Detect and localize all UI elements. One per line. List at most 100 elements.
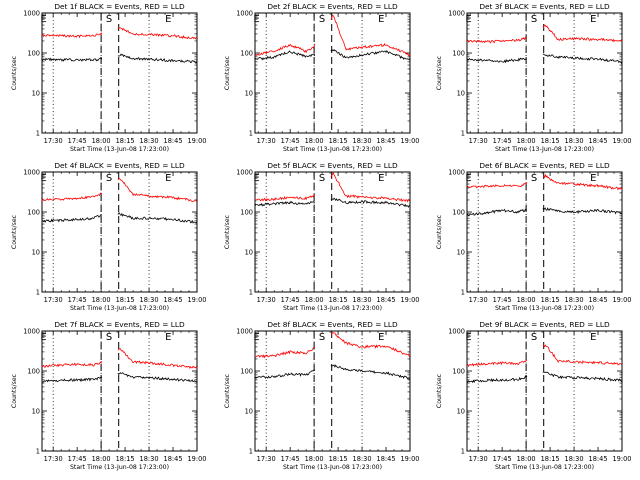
x-tick-label: 18:15 <box>329 296 348 304</box>
interval-marker-s: S <box>106 332 112 343</box>
detector-panel-6: Det 6f BLACK = Events, RED = LLD 17:30 17:… <box>436 161 632 312</box>
x-tick-label: 19:00 <box>187 137 206 145</box>
y-tick-label: 10 <box>245 249 253 257</box>
y-tick-label: 100 <box>452 368 465 376</box>
interval-marker-s: S <box>531 332 537 343</box>
x-tick-label: 17:45 <box>68 455 87 463</box>
interval-marker-e: E <box>40 14 46 25</box>
x-tick-label: 17:45 <box>281 137 300 145</box>
x-tick-label: 18:00 <box>92 296 111 304</box>
x-tick-label: 19:00 <box>400 137 419 145</box>
interval-marker-s: S <box>106 14 112 25</box>
series-line-lld <box>41 361 103 368</box>
series-line-events <box>466 208 527 216</box>
x-tick-label: 18:00 <box>517 137 536 145</box>
series-line-lld <box>330 171 411 203</box>
series-line-lld <box>542 173 623 191</box>
panel-title: Det 6f BLACK = Events, RED = LLD <box>479 161 610 170</box>
x-tick-label: 18:30 <box>565 296 584 304</box>
y-axis-label: Counts/sec <box>11 55 18 90</box>
series-line-events <box>330 364 411 380</box>
series-line-events <box>330 197 411 208</box>
series-line-lld <box>542 344 623 366</box>
series-line-events <box>466 375 528 384</box>
panel-title: Det 4f BLACK = Events, RED = LLD <box>54 161 185 170</box>
plot-frame <box>254 171 411 293</box>
y-axis-label: Counts/sec <box>224 55 231 90</box>
interval-marker-s: S <box>106 173 112 184</box>
x-axis-label: Start Time (13-Jun-08 17:23:00) <box>283 146 382 153</box>
x-tick-label: 17:30 <box>44 296 63 304</box>
interval-marker-e: E <box>40 173 46 184</box>
series-line-lld <box>466 359 528 368</box>
panel-title: Det 7f BLACK = Events, RED = LLD <box>54 320 185 329</box>
plot-frame <box>254 12 411 134</box>
interval-marker-s: S <box>319 14 325 25</box>
y-tick-label: 100 <box>452 209 465 217</box>
series-line-lld <box>117 27 198 40</box>
plot-frame <box>41 330 198 452</box>
interval-marker-e: E <box>253 173 259 184</box>
x-tick-label: 17:45 <box>68 137 87 145</box>
detector-panel-9: Det 9f BLACK = Events, RED = LLD 17:30 17:… <box>436 320 632 471</box>
interval-marker-e: E <box>590 14 596 25</box>
y-tick-label: 100 <box>240 209 253 217</box>
x-axis-label: Start Time (13-Jun-08 17:23:00) <box>283 464 382 471</box>
x-tick-label: 18:45 <box>377 296 396 304</box>
x-tick-label: 18:00 <box>92 455 111 463</box>
y-axis-label: Counts/sec <box>436 55 443 90</box>
x-tick-label: 18:30 <box>353 137 372 145</box>
x-tick-label: 18:45 <box>164 296 183 304</box>
interval-marker-e: E <box>465 14 471 25</box>
y-tick-label: 1000 <box>23 169 40 177</box>
interval-marker-e: E <box>165 14 171 25</box>
series-line-lld <box>254 193 316 202</box>
series-line-lld <box>330 14 411 57</box>
y-tick-label: 100 <box>240 50 253 58</box>
detector-panel-4: Det 4f BLACK = Events, RED = LLD 17:30 17:… <box>11 161 207 312</box>
plot-frame <box>466 12 623 134</box>
x-tick-label: 17:45 <box>493 296 512 304</box>
interval-marker-s: S <box>531 14 537 25</box>
x-tick-label: 18:00 <box>92 137 111 145</box>
series-line-lld <box>255 43 316 57</box>
y-tick-label: 10 <box>32 90 40 98</box>
y-tick-label: 100 <box>240 368 253 376</box>
interval-marker-s: S <box>319 173 325 184</box>
series-line-lld <box>330 332 411 358</box>
x-tick-label: 18:30 <box>140 455 159 463</box>
x-axis-label: Start Time (13-Jun-08 17:23:00) <box>495 305 594 312</box>
series-line-lld <box>117 178 198 202</box>
interval-marker-s: S <box>531 173 537 184</box>
x-axis-label: Start Time (13-Jun-08 17:23:00) <box>283 305 382 312</box>
detector-panel-8: Det 8f BLACK = Events, RED = LLD 17:30 17:… <box>224 320 420 471</box>
y-tick-label: 1000 <box>23 328 40 336</box>
y-tick-label: 1000 <box>236 169 253 177</box>
series-line-events <box>542 370 623 383</box>
x-tick-label: 18:00 <box>517 296 536 304</box>
interval-marker-e: E <box>378 332 384 343</box>
panel-title: Det 3f BLACK = Events, RED = LLD <box>479 2 610 11</box>
y-tick-label: 1000 <box>448 169 465 177</box>
detector-panel-7: Det 7f BLACK = Events, RED = LLD 17:30 17:… <box>11 320 207 471</box>
x-axis-label: Start Time (13-Jun-08 17:23:00) <box>70 146 169 153</box>
interval-marker-e: E <box>165 332 171 343</box>
x-tick-label: 17:30 <box>469 296 488 304</box>
series-line-lld <box>254 346 316 359</box>
interval-marker-e: E <box>253 14 259 25</box>
series-line-lld <box>466 181 528 189</box>
y-tick-label: 1 <box>249 130 253 138</box>
x-tick-label: 19:00 <box>612 137 631 145</box>
x-tick-label: 17:45 <box>493 455 512 463</box>
x-tick-label: 19:00 <box>187 296 206 304</box>
y-tick-label: 1 <box>249 448 253 456</box>
y-tick-label: 1 <box>36 130 40 138</box>
x-tick-label: 17:45 <box>281 296 300 304</box>
x-tick-label: 18:00 <box>305 296 324 304</box>
series-line-events <box>330 48 411 61</box>
interval-marker-e: E <box>590 332 596 343</box>
x-tick-label: 19:00 <box>400 296 419 304</box>
y-tick-label: 10 <box>457 408 465 416</box>
x-axis-label: Start Time (13-Jun-08 17:23:00) <box>495 464 594 471</box>
